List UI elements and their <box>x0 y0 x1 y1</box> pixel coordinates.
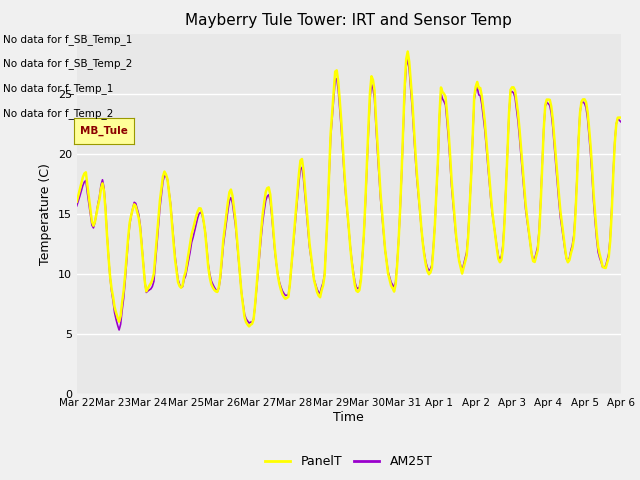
PanelT <box>73 199 81 204</box>
X-axis label: Time: Time <box>333 411 364 424</box>
PanelT <box>617 115 625 120</box>
Text: No data for f_SB_Temp_2: No data for f_SB_Temp_2 <box>3 59 132 70</box>
PanelT <box>88 218 96 224</box>
Line: AM25T: AM25T <box>77 59 621 330</box>
Line: PanelT: PanelT <box>77 51 621 326</box>
AM25T <box>416 208 424 214</box>
AM25T <box>404 56 412 62</box>
PanelT <box>554 172 561 178</box>
AM25T <box>73 203 81 209</box>
PanelT <box>403 56 410 62</box>
AM25T <box>115 327 123 333</box>
Text: No data for f_SB_Temp_1: No data for f_SB_Temp_1 <box>3 34 132 45</box>
Y-axis label: Temperature (C): Temperature (C) <box>39 163 52 264</box>
AM25T <box>384 269 392 275</box>
AM25T <box>403 63 410 69</box>
Text: No data for f_Temp_1: No data for f_Temp_1 <box>3 84 113 95</box>
PanelT <box>174 279 182 285</box>
PanelT <box>384 271 392 276</box>
Text: MB_Tule: MB_Tule <box>80 126 128 136</box>
PanelT <box>416 206 424 212</box>
Legend: PanelT, AM25T: PanelT, AM25T <box>260 450 437 473</box>
AM25T <box>176 282 184 288</box>
AM25T <box>88 222 96 228</box>
PanelT <box>245 324 253 329</box>
AM25T <box>554 180 561 186</box>
PanelT <box>404 48 412 54</box>
Text: No data for f_Temp_2: No data for f_Temp_2 <box>3 108 113 120</box>
AM25T <box>617 119 625 125</box>
Title: Mayberry Tule Tower: IRT and Sensor Temp: Mayberry Tule Tower: IRT and Sensor Temp <box>186 13 512 28</box>
